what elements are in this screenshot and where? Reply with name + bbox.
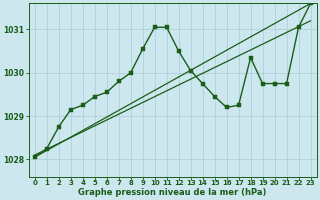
X-axis label: Graphe pression niveau de la mer (hPa): Graphe pression niveau de la mer (hPa) [78, 188, 267, 197]
